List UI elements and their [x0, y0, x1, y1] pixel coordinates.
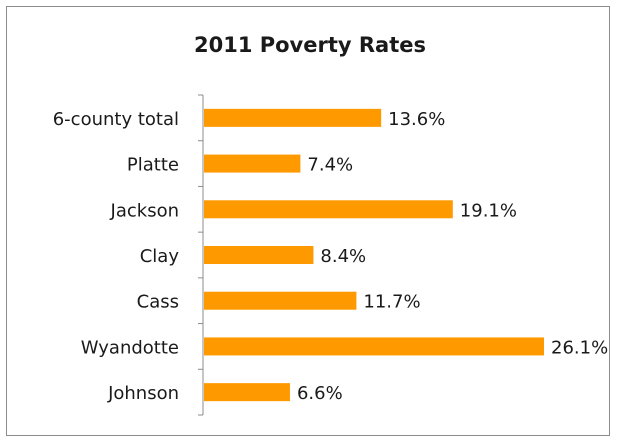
chart-frame [6, 6, 610, 436]
bar [204, 200, 453, 219]
bars-layer [204, 108, 544, 402]
category-label: Wyandotte [81, 337, 179, 358]
value-label: 8.4% [320, 246, 366, 267]
category-label: Johnson [107, 383, 179, 404]
category-label: Platte [127, 155, 179, 176]
bar [204, 291, 357, 310]
category-label: Clay [140, 246, 180, 267]
value-label: 7.4% [307, 155, 353, 176]
bar [204, 383, 290, 402]
bar [204, 246, 314, 264]
category-label: Cass [137, 292, 179, 313]
value-label: 11.7% [363, 292, 420, 313]
bar [204, 337, 544, 356]
chart-title: 2011 Poverty Rates [194, 33, 426, 57]
value-label: 19.1% [460, 200, 517, 221]
value-labels: 13.6% 7.4% 19.1% 8.4% 11.7% 26.1% 6.6% [297, 109, 608, 404]
category-label: Jackson [110, 200, 179, 221]
category-labels: 6-county total Platte Jackson Clay Cass Wyand… [53, 109, 180, 404]
value-label: 26.1% [551, 337, 608, 358]
axis-layer [198, 94, 204, 416]
bar [204, 154, 301, 173]
bar [204, 108, 382, 127]
value-label: 6.6% [297, 383, 343, 404]
value-label: 13.6% [388, 109, 445, 130]
category-label: 6-county total [53, 109, 179, 130]
